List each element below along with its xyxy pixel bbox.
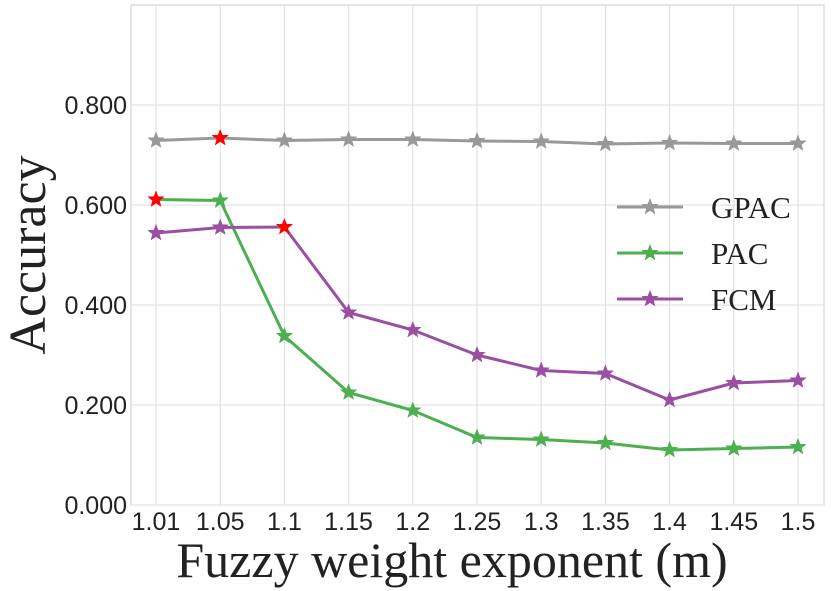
- series-layer: [147, 128, 807, 458]
- data-point: [339, 303, 358, 320]
- y-axis-title: Accuracy: [0, 155, 57, 354]
- grid-lines: [131, 5, 824, 506]
- series-pac: [147, 190, 807, 458]
- x-tick-label: 1.4: [652, 508, 687, 536]
- data-point: [339, 383, 358, 400]
- highlight-point: [147, 190, 165, 207]
- data-point: [725, 439, 743, 456]
- x-axis-title: Fuzzy weight exponent (m): [176, 532, 727, 588]
- data-point: [532, 361, 550, 378]
- data-point: [147, 131, 165, 148]
- data-point: [404, 320, 422, 338]
- x-tick-label: 1.5: [781, 508, 816, 536]
- legend-entry-pac: PAC: [617, 236, 768, 271]
- data-point: [596, 134, 615, 152]
- data-point: [660, 440, 679, 458]
- data-point: [660, 390, 679, 408]
- data-point: [147, 223, 165, 241]
- y-tick-label: 0.600: [64, 192, 127, 220]
- data-point: [596, 364, 615, 381]
- x-tick-label: 1.45: [709, 508, 758, 536]
- data-point: [532, 430, 550, 447]
- x-tick-label: 1.3: [524, 508, 559, 536]
- data-point: [275, 131, 294, 148]
- series-gpac: [147, 128, 807, 152]
- data-point: [789, 134, 807, 151]
- y-tick-labels: 0.000 0.200 0.400 0.600 0.800: [64, 92, 127, 520]
- legend-marker: [641, 197, 659, 215]
- x-tick-label: 1.35: [581, 508, 630, 536]
- legend-label: PAC: [711, 236, 768, 271]
- x-tick-label: 1.2: [395, 508, 430, 536]
- y-tick-label: 0.400: [64, 292, 127, 320]
- y-tick-label: 0.800: [64, 92, 127, 120]
- x-tick-label: 1.05: [196, 508, 245, 536]
- highlight-point: [211, 128, 229, 146]
- data-point: [339, 130, 358, 147]
- data-point: [789, 437, 807, 455]
- data-point: [404, 401, 422, 418]
- legend: GPAC PAC FCM: [617, 190, 791, 317]
- legend-label: FCM: [711, 282, 776, 317]
- legend-marker: [641, 289, 659, 307]
- x-tick-label: 1.01: [132, 508, 181, 536]
- data-point: [468, 131, 486, 149]
- legend-marker: [641, 243, 659, 261]
- x-tick-labels: 1.01 1.05 1.1 1.15 1.2 1.25 1.3 1.35 1.4 1.45 1.5: [132, 508, 816, 536]
- data-point: [532, 132, 550, 149]
- data-point: [596, 433, 615, 451]
- data-point: [725, 134, 743, 151]
- data-point: [725, 373, 743, 391]
- data-point: [404, 130, 422, 147]
- data-point: [211, 191, 229, 208]
- legend-entry-gpac: GPAC: [617, 190, 791, 225]
- data-point: [468, 345, 486, 363]
- data-point: [468, 428, 486, 445]
- data-point: [211, 218, 229, 235]
- x-tick-label: 1.1: [267, 508, 302, 536]
- legend-entry-fcm: FCM: [617, 282, 776, 317]
- y-tick-label: 0.200: [64, 392, 127, 420]
- legend-label: GPAC: [711, 190, 791, 225]
- data-point: [275, 326, 294, 344]
- highlight-point: [275, 217, 294, 235]
- data-point: [660, 133, 679, 151]
- x-tick-label: 1.25: [453, 508, 502, 536]
- series-fcm: [147, 217, 807, 408]
- data-point: [789, 371, 807, 388]
- x-tick-label: 1.15: [324, 508, 373, 536]
- y-tick-label: 0.000: [64, 492, 127, 520]
